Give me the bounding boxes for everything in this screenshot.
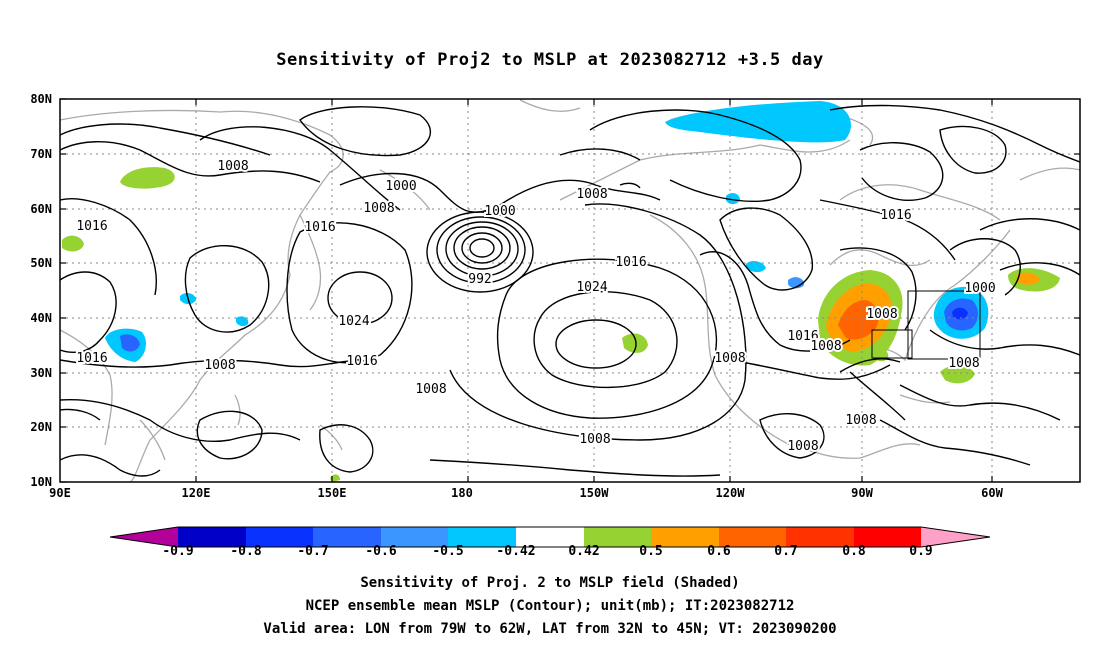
lon-label: 90W bbox=[851, 486, 873, 500]
colorbar-cell-0 bbox=[110, 527, 178, 547]
lon-label: 120E bbox=[181, 486, 211, 500]
contour-labels: 1008 1000 1008 1016 1016 1000 1008 1016 … bbox=[74, 157, 997, 456]
colorbar bbox=[109, 526, 991, 548]
colorbar-cell-11 bbox=[854, 527, 921, 547]
colorbar-label: -0.42 bbox=[496, 544, 536, 559]
contour-label: 1008 bbox=[714, 351, 745, 366]
contour-label: 992 bbox=[468, 272, 491, 287]
colorbar-cell-6 bbox=[516, 527, 584, 547]
lon-label: 120W bbox=[715, 486, 745, 500]
colorbar-label: 0.42 bbox=[568, 544, 600, 559]
colorbar-label: 0.5 bbox=[639, 544, 663, 559]
axis-ticks bbox=[60, 98, 1080, 483]
valid-area-box bbox=[871, 290, 981, 360]
colorbar-label: -0.8 bbox=[230, 544, 262, 559]
positive-sensitivity-area bbox=[120, 167, 175, 189]
lat-label: 10N bbox=[30, 475, 52, 489]
contour-label: 1016 bbox=[76, 351, 107, 366]
lat-label: 70N bbox=[30, 147, 52, 161]
colorbar-cell-7 bbox=[584, 527, 651, 547]
lat-label: 50N bbox=[30, 256, 52, 270]
contour-label: 1016 bbox=[787, 329, 818, 344]
colorbar-label: -0.6 bbox=[365, 544, 397, 559]
map-title: Sensitivity of Proj2 to MSLP at 20230827… bbox=[276, 50, 824, 70]
colorbar-cell-9 bbox=[719, 527, 786, 547]
colorbar-label: 0.6 bbox=[707, 544, 731, 559]
contour-label: 1024 bbox=[576, 280, 607, 295]
contour-label: 1000 bbox=[385, 179, 416, 194]
contour-label: 1016 bbox=[346, 354, 377, 369]
caption-line-1: Sensitivity of Proj. 2 to MSLP field (Sh… bbox=[360, 575, 740, 591]
contour-label: 1008 bbox=[845, 413, 876, 428]
contour-label: 1016 bbox=[304, 220, 335, 235]
colorbar-label: 0.8 bbox=[842, 544, 866, 559]
lat-label: 40N bbox=[30, 311, 52, 325]
map-frame bbox=[59, 98, 1081, 483]
contour-label: 1016 bbox=[76, 219, 107, 234]
contour-label: 1000 bbox=[964, 281, 995, 296]
contour-label: 1008 bbox=[948, 356, 979, 371]
colorbar-cell-10 bbox=[786, 527, 854, 547]
mslp-contours bbox=[60, 104, 1080, 477]
colorbar-label: 0.9 bbox=[909, 544, 933, 559]
lon-label: 180 bbox=[451, 486, 473, 500]
lon-label: 90E bbox=[49, 486, 71, 500]
lon-label: 60W bbox=[981, 486, 1003, 500]
caption-line-3: Valid area: LON from 79W to 62W, LAT fro… bbox=[263, 621, 837, 637]
sensitivity-shading bbox=[62, 101, 1060, 482]
lat-label: 30N bbox=[30, 366, 52, 380]
contour-label: 1008 bbox=[866, 307, 897, 322]
colorbar-label: -0.9 bbox=[162, 544, 194, 559]
contour-label: 1008 bbox=[217, 159, 248, 174]
contour-label: 1016 bbox=[615, 255, 646, 270]
contour-label: 1016 bbox=[880, 208, 911, 223]
caption-line-2: NCEP ensemble mean MSLP (Contour); unit(… bbox=[305, 598, 795, 614]
lat-label: 60N bbox=[30, 202, 52, 216]
colorbar-label: 0.7 bbox=[774, 544, 798, 559]
colorbar-cell-8 bbox=[651, 527, 719, 547]
colorbar-label: -0.5 bbox=[432, 544, 464, 559]
colorbar-cell-12 bbox=[921, 527, 990, 547]
colorbar-cell-1 bbox=[178, 527, 246, 547]
contour-label: 1008 bbox=[363, 201, 394, 216]
colorbar-cell-4 bbox=[381, 527, 448, 547]
contour-label: 1000 bbox=[484, 204, 515, 219]
negative-sensitivity-area bbox=[665, 101, 852, 143]
colorbar-cell-5 bbox=[448, 527, 516, 547]
lat-label: 20N bbox=[30, 420, 52, 434]
contour-label: 1008 bbox=[204, 358, 235, 373]
lon-label: 150E bbox=[317, 486, 347, 500]
lat-label: 80N bbox=[30, 92, 52, 106]
coastlines bbox=[60, 99, 1080, 482]
contour-label: 1008 bbox=[810, 339, 841, 354]
lon-label: 150W bbox=[579, 486, 609, 500]
colorbar-cell-2 bbox=[246, 527, 313, 547]
colorbar-cell-3 bbox=[313, 527, 381, 547]
contour-label: 1008 bbox=[579, 432, 610, 447]
contour-label: 1008 bbox=[787, 439, 818, 454]
contour-label: 1024 bbox=[338, 314, 369, 329]
contour-label: 1008 bbox=[415, 382, 446, 397]
colorbar-label: -0.7 bbox=[297, 544, 329, 559]
contour-label: 1008 bbox=[576, 187, 607, 202]
